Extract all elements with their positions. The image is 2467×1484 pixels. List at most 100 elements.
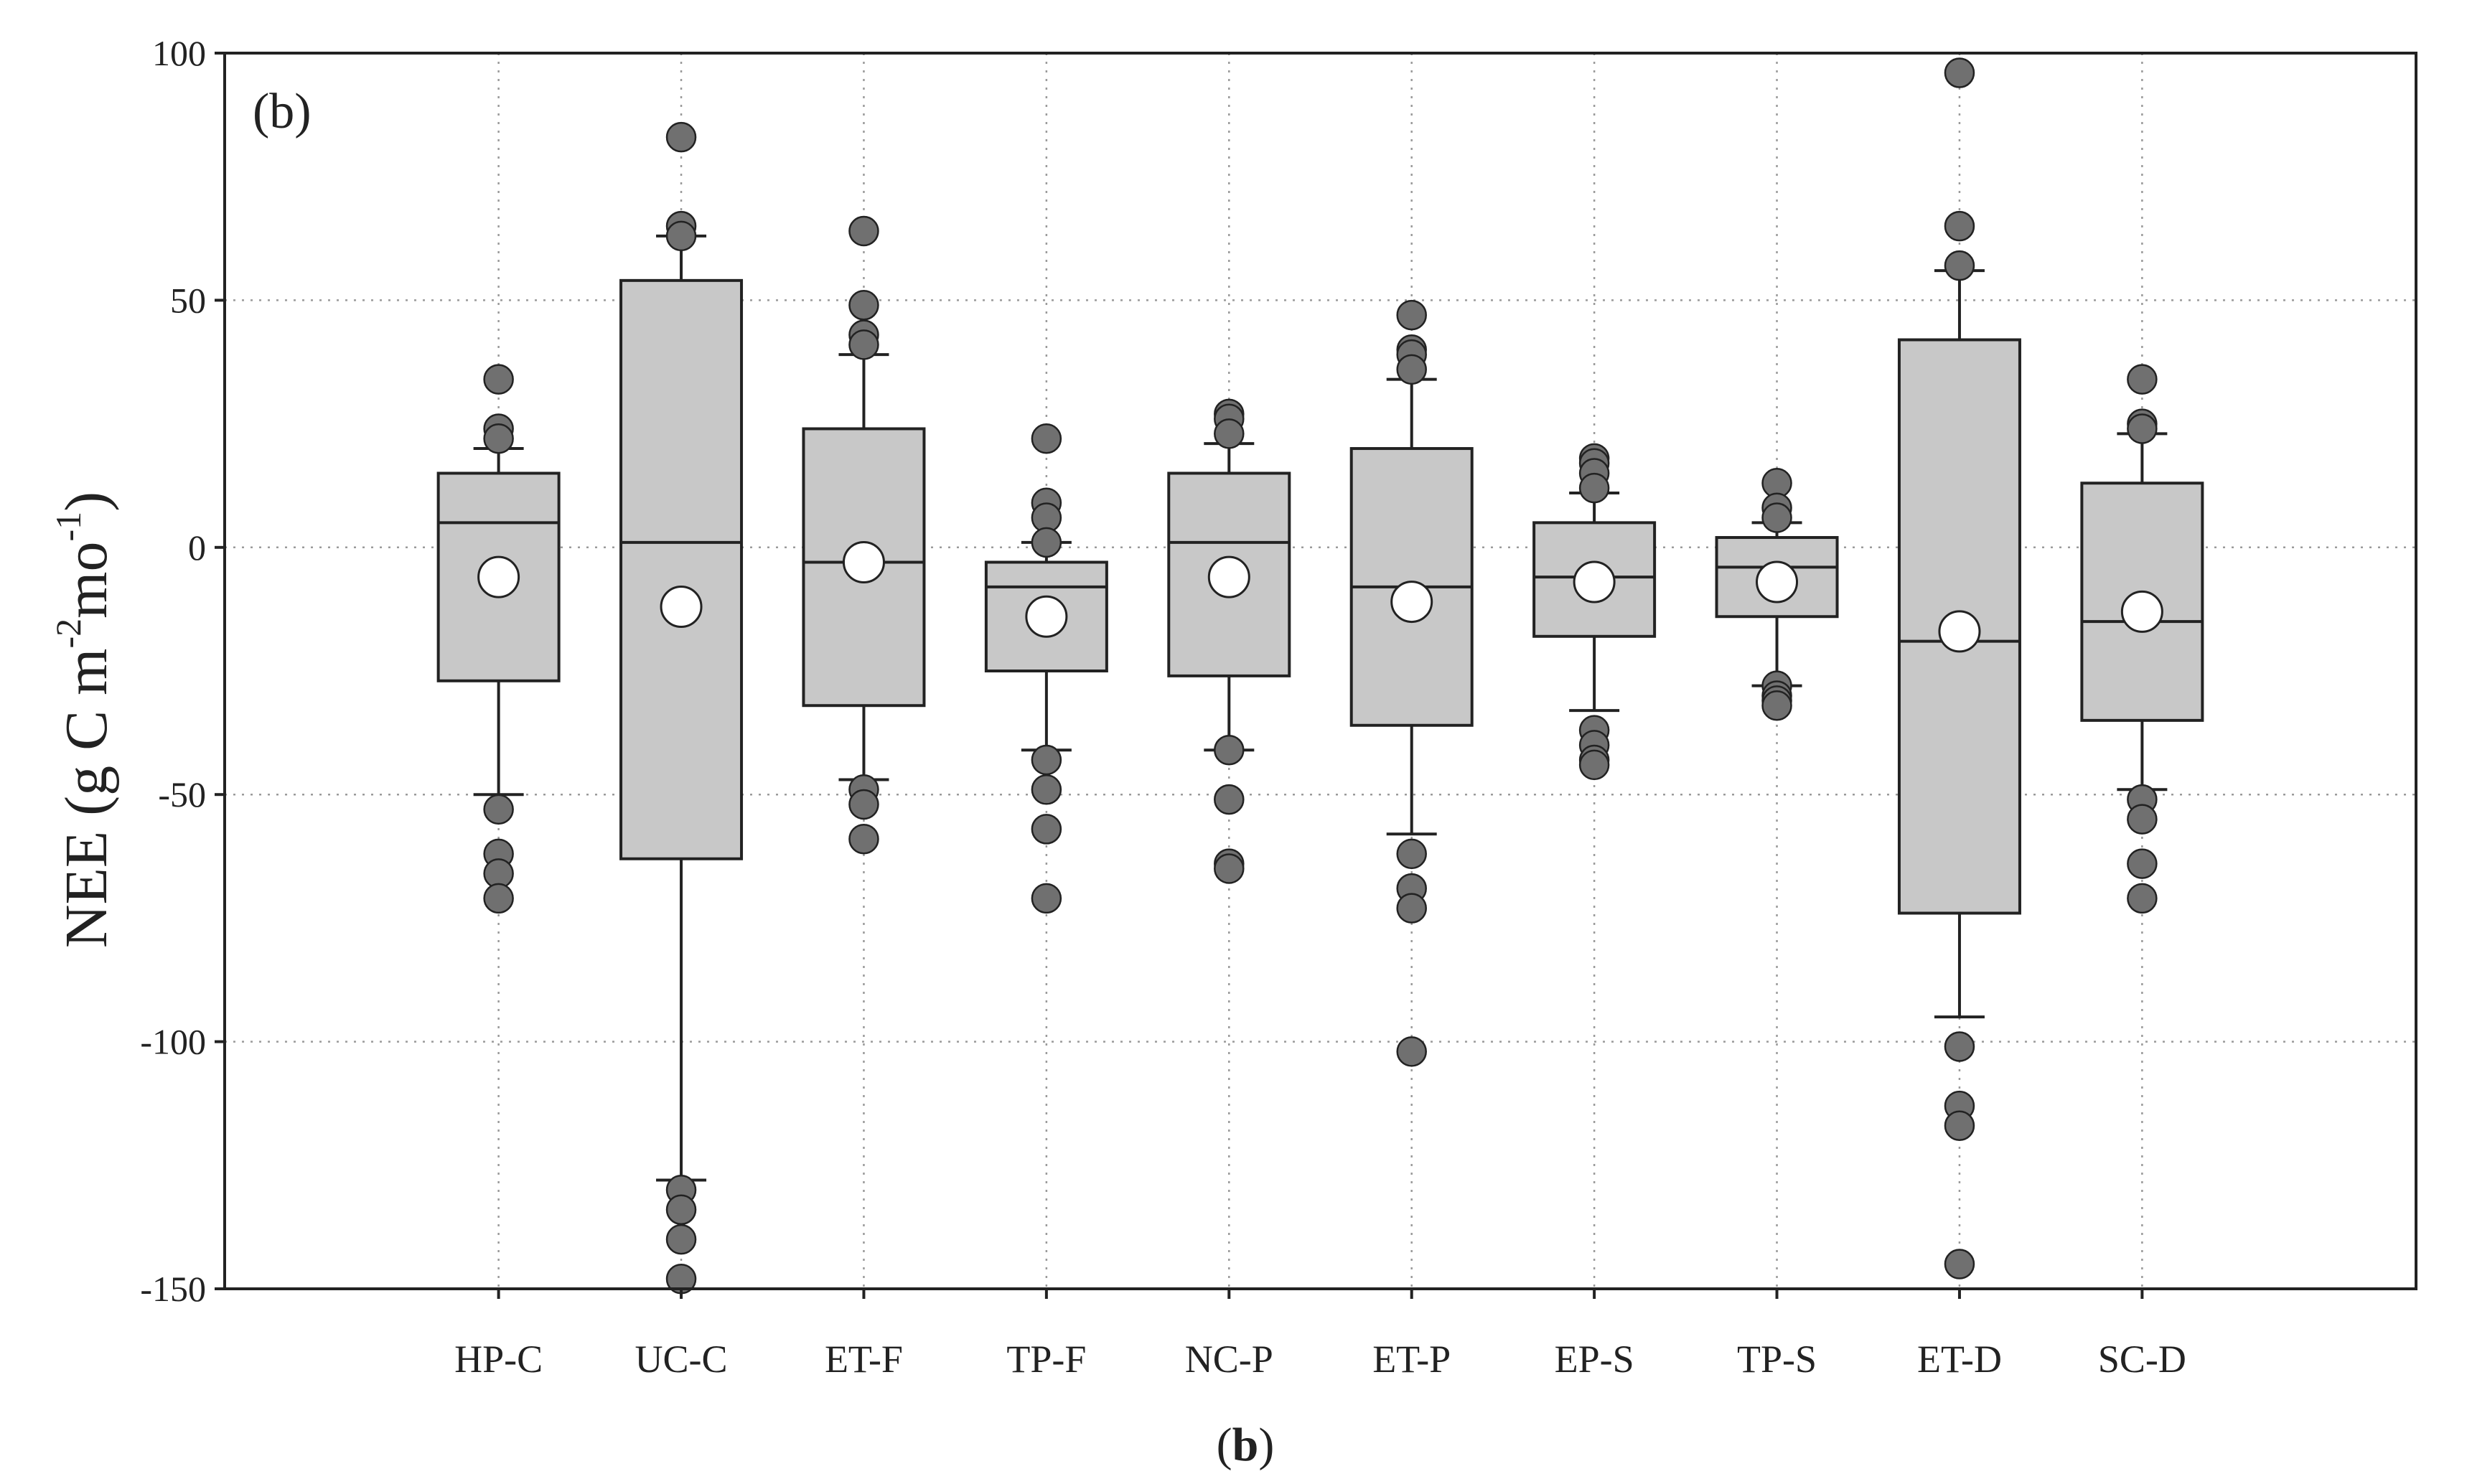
outlier-point <box>1031 423 1062 454</box>
outlier-point <box>1944 250 1975 281</box>
outlier-point <box>848 215 879 247</box>
outlier-point <box>2127 804 2158 835</box>
outlier-point <box>848 290 879 321</box>
x-tick-label: TP-S <box>1737 1338 1817 1381</box>
y-axis-title-superscript: -2 <box>48 619 88 649</box>
y-tick-label: -50 <box>158 774 206 814</box>
x-tick-label: NC-P <box>1185 1338 1273 1381</box>
x-tick-label: ET-P <box>1372 1338 1451 1381</box>
box-group-et-f <box>802 215 926 855</box>
outlier-point <box>2127 413 2158 444</box>
mean-marker <box>1025 595 1068 638</box>
outlier-point <box>1944 210 1975 242</box>
box-group-tp-s <box>1715 468 1839 721</box>
y-tick-label: -100 <box>140 1022 206 1062</box>
mean-marker <box>1573 560 1616 604</box>
box-group-et-p <box>1349 299 1474 1067</box>
iqr-box <box>619 278 744 860</box>
x-tick-label: EP-S <box>1555 1338 1634 1381</box>
y-tick-label: 100 <box>152 33 206 73</box>
y-axis-title-superscript: -1 <box>48 512 88 542</box>
outlier-point <box>1031 744 1062 776</box>
y-axis-title-text: NEE (g C m <box>53 649 120 949</box>
outlier-point <box>1578 472 1610 504</box>
outlier-point <box>1396 299 1427 331</box>
plot-frame <box>223 52 2417 1290</box>
x-axis-categories: HP-C UC-C ET-F TP-F NC-P ET-P EP-S TP-S ET-D SC-D <box>454 1289 2186 1381</box>
y-tick-label: 0 <box>188 527 206 568</box>
outlier-point <box>1031 527 1062 558</box>
outlier-point <box>848 329 879 360</box>
outlier-point <box>1396 1036 1427 1067</box>
y-axis-title: NEE (g C m-2mo-1) <box>48 492 120 948</box>
outlier-point <box>1944 1031 1975 1062</box>
box-group-tp-f <box>984 423 1108 914</box>
outlier-point <box>848 789 879 820</box>
box-group-hp-c <box>436 364 561 914</box>
outlier-point <box>1031 774 1062 805</box>
outlier-point <box>1396 354 1427 385</box>
mean-marker <box>660 585 703 628</box>
grid-lines <box>225 53 2416 1289</box>
x-tick-label: UC-C <box>635 1338 728 1381</box>
outlier-point <box>1396 838 1427 870</box>
box-group-uc-c <box>619 121 744 1295</box>
box-group-sc-d <box>2080 364 2204 914</box>
outlier-point <box>483 794 514 825</box>
x-tick-label: ET-F <box>825 1338 903 1381</box>
outlier-point <box>483 423 514 454</box>
outlier-point <box>1214 418 1245 449</box>
outlier-point <box>665 1194 697 1226</box>
caption-letter: b <box>1232 1419 1259 1471</box>
outlier-point <box>1031 814 1062 845</box>
x-tick-label: TP-F <box>1006 1338 1086 1381</box>
outlier-point <box>1578 749 1610 781</box>
figure-caption: (b) <box>1217 1419 1275 1471</box>
box-group-et-d <box>1897 57 2021 1279</box>
panel-label: (b) <box>253 84 312 139</box>
x-tick-label: ET-D <box>1917 1338 2002 1381</box>
box-group-nc-p <box>1167 398 1291 884</box>
mean-marker <box>1207 555 1250 598</box>
outlier-point <box>848 823 879 855</box>
outlier-point <box>665 1224 697 1255</box>
mean-marker <box>2120 590 2163 633</box>
outlier-point <box>1214 784 1245 815</box>
outlier-point <box>2127 883 2158 914</box>
mean-marker <box>1390 581 1433 624</box>
box-series <box>436 57 2204 1295</box>
outlier-point <box>1396 893 1427 924</box>
mean-marker <box>477 555 520 598</box>
iqr-box <box>1715 536 1839 619</box>
box-group-ep-s <box>1532 443 1657 781</box>
y-axis-ticks: 100 50 0 -50 -100 -150 <box>140 33 225 1309</box>
y-axis-title-text: ) <box>53 492 120 512</box>
mean-marker <box>842 540 885 583</box>
iqr-box <box>2080 482 2204 722</box>
outlier-point <box>1214 853 1245 884</box>
outlier-point <box>1944 1249 1975 1279</box>
outlier-point <box>1761 690 1792 721</box>
outlier-point <box>2127 848 2158 879</box>
mean-marker <box>1756 560 1799 604</box>
outlier-point <box>2127 364 2158 395</box>
caption-close: ) <box>1258 1419 1274 1471</box>
outlier-point <box>1944 1110 1975 1141</box>
outlier-point <box>1031 883 1062 914</box>
iqr-box <box>1532 521 1657 638</box>
outlier-point <box>665 220 697 252</box>
outlier-point <box>1944 57 1975 88</box>
y-axis-title-text: mo <box>53 542 120 619</box>
outlier-point <box>1761 502 1792 533</box>
outlier-point <box>1214 734 1245 766</box>
x-tick-label: SC-D <box>2098 1338 2186 1381</box>
outlier-point <box>483 364 514 395</box>
caption-open: ( <box>1217 1419 1232 1471</box>
y-tick-label: -150 <box>140 1269 206 1309</box>
outlier-point <box>665 121 697 153</box>
x-tick-label: HP-C <box>454 1338 543 1381</box>
y-tick-label: 50 <box>170 280 206 320</box>
mean-marker <box>1938 610 1981 653</box>
outlier-point <box>483 883 514 914</box>
